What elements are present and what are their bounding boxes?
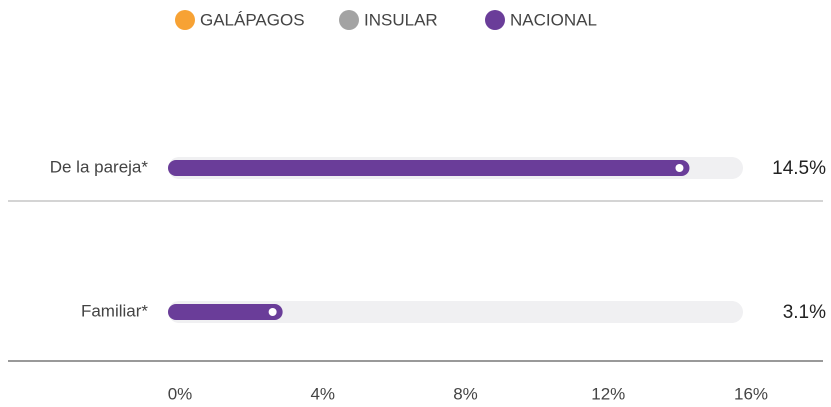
category-label: De la pareja*: [50, 157, 149, 176]
x-tick-label: 12%: [591, 384, 625, 403]
x-tick-label: 16%: [734, 384, 768, 403]
bar: [168, 160, 690, 176]
legend-swatch[interactable]: [175, 10, 195, 30]
legend-label[interactable]: NACIONAL: [510, 10, 597, 29]
bar-end-dot: [675, 164, 684, 172]
x-tick-label: 0%: [168, 384, 193, 403]
x-tick-label: 8%: [453, 384, 478, 403]
value-label: 14.5%: [772, 158, 826, 179]
value-label: 3.1%: [783, 302, 826, 323]
bar-end-dot: [268, 308, 277, 316]
legend-swatch[interactable]: [485, 10, 505, 30]
category-label: Familiar*: [81, 301, 148, 320]
legend-swatch[interactable]: [339, 10, 359, 30]
legend-label[interactable]: INSULAR: [364, 10, 438, 29]
bar: [168, 304, 283, 320]
legend-label[interactable]: GALÁPAGOS: [200, 10, 305, 29]
bar-track: [168, 301, 743, 323]
x-tick-label: 4%: [310, 384, 335, 403]
